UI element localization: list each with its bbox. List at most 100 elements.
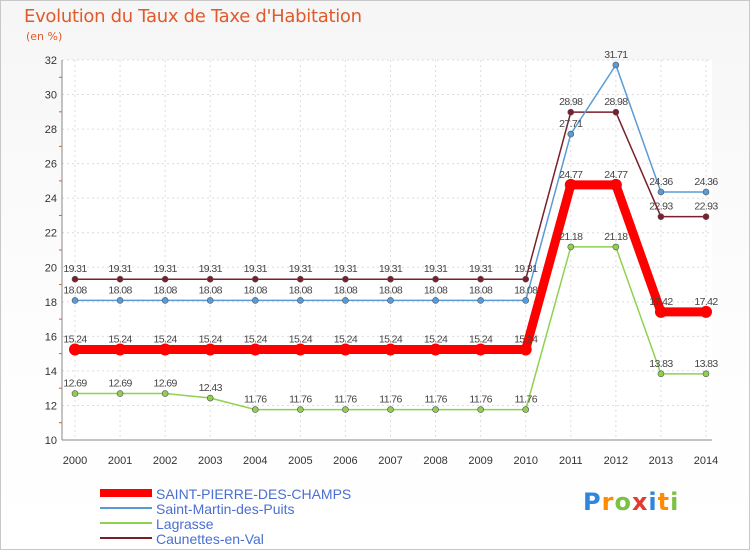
data-label: 15.24 — [244, 333, 268, 345]
x-tick-label: 2014 — [694, 455, 718, 467]
legend-label: Saint-Martin-des-Puits — [156, 501, 295, 517]
brand-letter: t — [657, 488, 671, 516]
data-label: 31.71 — [604, 49, 628, 61]
brand-letter: i — [648, 488, 658, 516]
data-label: 15.24 — [514, 333, 538, 345]
data-label: 22.93 — [694, 201, 718, 213]
data-label: 18.08 — [289, 284, 313, 296]
data-point — [432, 297, 439, 304]
data-point — [567, 243, 575, 251]
data-point — [477, 297, 484, 304]
data-point — [657, 213, 665, 220]
data-label: 13.83 — [694, 358, 718, 370]
data-point — [429, 343, 442, 356]
data-label: 15.24 — [379, 333, 403, 345]
brand-letter: r — [601, 488, 615, 516]
data-point — [432, 406, 439, 413]
y-tick-label: 20 — [45, 262, 57, 274]
data-label: 18.08 — [244, 284, 268, 296]
data-label: 18.08 — [199, 284, 223, 296]
x-tick-label: 2010 — [513, 455, 537, 467]
data-point — [387, 275, 394, 283]
data-label: 18.08 — [469, 284, 493, 296]
data-point — [342, 275, 349, 283]
data-label: 27.71 — [559, 118, 583, 130]
data-label: 15.24 — [154, 333, 178, 345]
legend-label: Caunettes-en-Val — [156, 531, 264, 547]
data-label: 24.36 — [649, 176, 673, 188]
x-tick-label: 2013 — [649, 455, 673, 467]
data-point — [654, 305, 667, 318]
data-label: 28.98 — [604, 96, 628, 108]
data-label: 19.31 — [469, 263, 493, 275]
y-tick-label: 26 — [45, 159, 57, 171]
legend-swatch — [100, 522, 152, 524]
data-label: 18.08 — [154, 284, 178, 296]
data-point — [609, 178, 622, 191]
legend-swatch — [100, 489, 152, 497]
data-label: 24.77 — [559, 169, 583, 181]
legend-swatch — [100, 507, 152, 509]
data-label: 21.18 — [604, 231, 628, 243]
data-point — [612, 61, 620, 69]
x-tick-label: 2006 — [333, 455, 357, 467]
data-point — [657, 370, 665, 378]
data-point — [251, 406, 259, 413]
data-point — [702, 188, 710, 196]
data-label: 19.31 — [63, 263, 87, 275]
data-point — [567, 108, 575, 116]
data-point — [161, 297, 169, 304]
data-point — [567, 130, 575, 138]
x-tick-label: 2000 — [63, 455, 87, 467]
y-tick-label: 18 — [45, 297, 57, 309]
data-point — [71, 275, 79, 283]
data-label: 19.31 — [108, 263, 132, 275]
data-point — [206, 275, 214, 283]
x-tick-label: 2001 — [108, 455, 132, 467]
x-tick-label: 2003 — [198, 455, 222, 467]
data-label: 19.31 — [289, 263, 313, 275]
y-tick-label: 12 — [45, 400, 57, 412]
data-label: 18.08 — [108, 284, 132, 296]
data-point — [297, 275, 304, 283]
x-tick-label: 2005 — [288, 455, 312, 467]
data-point — [702, 213, 710, 220]
data-label: 24.77 — [604, 169, 628, 181]
data-point — [657, 188, 665, 196]
data-point — [297, 406, 304, 413]
y-tick-label: 16 — [45, 331, 57, 343]
data-point — [116, 390, 124, 397]
data-label: 19.31 — [424, 263, 448, 275]
data-point — [522, 406, 530, 413]
data-point — [161, 390, 169, 397]
data-point — [477, 275, 484, 283]
data-label: 21.18 — [559, 231, 583, 243]
x-tick-label: 2009 — [468, 455, 492, 467]
data-point — [564, 178, 577, 191]
legend-label: SAINT-PIERRE-DES-CHAMPS — [156, 486, 352, 502]
data-point — [477, 406, 484, 413]
data-point — [612, 108, 620, 116]
data-label: 11.76 — [244, 394, 267, 406]
data-label: 15.24 — [289, 333, 313, 345]
data-label: 15.24 — [334, 333, 358, 345]
x-tick-label: 2012 — [604, 455, 628, 467]
data-label: 12.69 — [108, 378, 132, 390]
x-tick-label: 2008 — [423, 455, 447, 467]
data-point — [700, 305, 712, 318]
data-label: 15.24 — [108, 333, 132, 345]
data-label: 11.76 — [514, 394, 537, 406]
y-tick-label: 32 — [45, 55, 57, 67]
data-point — [251, 275, 259, 283]
data-point — [116, 297, 124, 304]
data-point — [206, 297, 214, 304]
data-point — [522, 297, 530, 304]
data-point — [297, 297, 304, 304]
brand-letter: P — [583, 488, 602, 516]
data-label: 11.76 — [334, 394, 357, 406]
data-label: 15.24 — [63, 333, 87, 345]
data-label: 15.24 — [199, 333, 223, 345]
data-point — [519, 343, 532, 356]
data-point — [206, 394, 214, 402]
